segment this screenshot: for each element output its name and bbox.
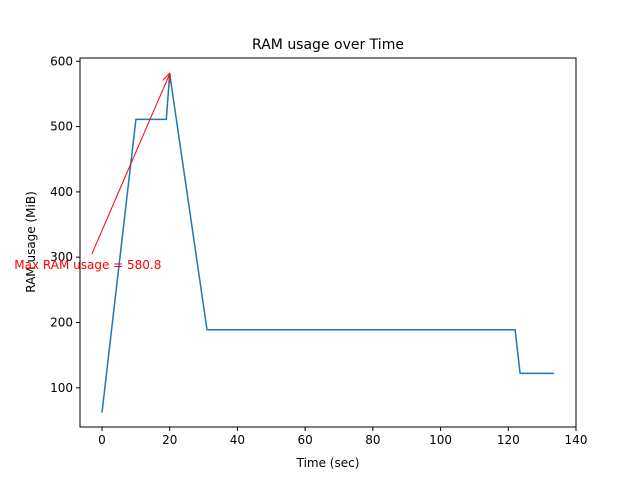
series-line — [101, 73, 554, 413]
x-tick-label: 100 — [429, 433, 452, 447]
x-tick-label: 0 — [98, 433, 106, 447]
plot-area-frame — [79, 57, 577, 428]
data-series — [101, 73, 554, 413]
x-tick-label: 80 — [365, 433, 380, 447]
y-tick-label: 200 — [50, 316, 73, 330]
y-tick-label: 300 — [50, 250, 73, 264]
x-tick-label: 140 — [565, 433, 588, 447]
x-tick-label: 120 — [497, 433, 520, 447]
annotation-label: Max RAM usage = 580.8 — [14, 258, 161, 272]
y-tick-label: 400 — [50, 185, 73, 199]
annotation-arrow — [91, 74, 170, 255]
x-tick-label: 20 — [162, 433, 177, 447]
axis-ticks: 0 20 40 60 80 100 120 140 100 200 300 400 500 600 — [50, 54, 587, 447]
x-tick-label: 40 — [230, 433, 245, 447]
x-tick-label: 60 — [298, 433, 313, 447]
y-axis-label: RAM usage (MiB) — [24, 191, 38, 293]
y-tick-label: 500 — [50, 120, 73, 134]
x-axis-label: Time (sec) — [296, 456, 360, 470]
chart-title: RAM usage over Time — [252, 37, 404, 53]
y-tick-label: 600 — [50, 54, 73, 68]
y-tick-label: 100 — [50, 381, 73, 395]
